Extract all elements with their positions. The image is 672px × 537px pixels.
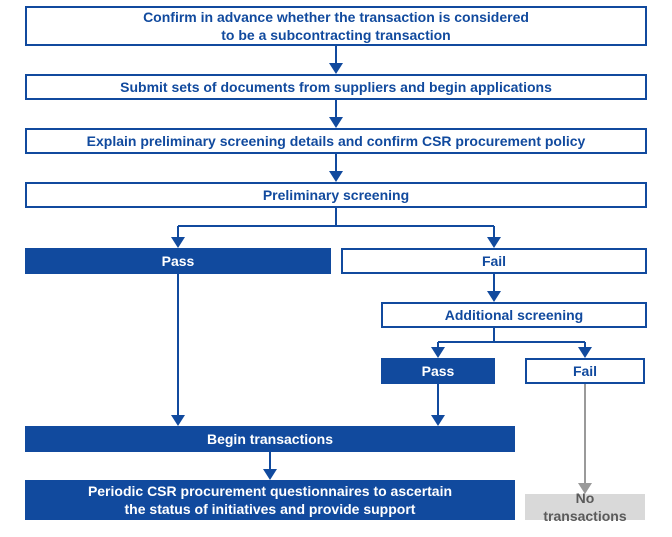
node-fail2: Fail [525,358,645,384]
connector [438,341,585,343]
node-add: Additional screening [381,302,647,328]
arrow-head-icon [431,415,445,426]
node-n3: Explain preliminary screening details an… [25,128,647,154]
arrow-head-icon [329,171,343,182]
connector [584,384,586,485]
arrow-head-icon [171,237,185,248]
connector [178,225,494,227]
connector [177,274,179,417]
arrow-head-icon [329,117,343,128]
arrow-head-icon [431,347,445,358]
node-pass1: Pass [25,248,331,274]
node-notx: No transactions [525,494,645,520]
arrow-head-icon [263,469,277,480]
connector [437,384,439,417]
node-final: Periodic CSR procurement questionnaires … [25,480,515,520]
connector [335,208,337,226]
arrow-head-icon [171,415,185,426]
arrow-head-icon [487,237,501,248]
node-n2: Submit sets of documents from suppliers … [25,74,647,100]
connector [493,328,495,342]
node-n1: Confirm in advance whether the transacti… [25,6,647,46]
node-pass2: Pass [381,358,495,384]
arrow-head-icon [329,63,343,74]
node-begin: Begin transactions [25,426,515,452]
node-fail1: Fail [341,248,647,274]
node-n4: Preliminary screening [25,182,647,208]
arrow-head-icon [578,347,592,358]
arrow-head-icon [487,291,501,302]
arrow-head-icon [578,483,592,494]
